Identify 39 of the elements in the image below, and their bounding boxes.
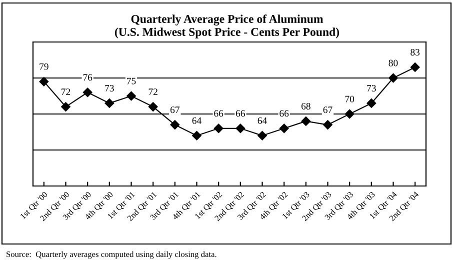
data-label: 68 xyxy=(301,102,310,110)
point xyxy=(170,120,180,130)
data-label: 67 xyxy=(170,106,180,114)
data-label: 83 xyxy=(410,48,420,56)
chart-title: Quarterly Average Price of Aluminum xyxy=(131,14,324,26)
point xyxy=(344,109,354,119)
data-label: 75 xyxy=(127,78,136,84)
point xyxy=(301,116,311,126)
point xyxy=(388,73,398,83)
data-label: 72 xyxy=(148,88,158,96)
data-label: 70 xyxy=(345,96,354,102)
data-label: 73 xyxy=(105,84,114,92)
data-label: 66 xyxy=(214,110,224,117)
point xyxy=(104,98,114,108)
data-label: 76 xyxy=(83,74,92,81)
point xyxy=(82,88,92,98)
point xyxy=(258,130,267,140)
point xyxy=(236,124,246,134)
point xyxy=(192,130,202,140)
data-label: 66 xyxy=(280,110,289,117)
point xyxy=(323,120,332,130)
point xyxy=(39,76,49,86)
data-label: 73 xyxy=(367,84,376,92)
source-note: Source: Quarterly averages computed using daily closing data. xyxy=(6,251,216,259)
data-label: 64 xyxy=(192,117,202,124)
data-label: 79 xyxy=(40,63,48,70)
data-label: 67 xyxy=(323,106,332,114)
point xyxy=(148,102,158,112)
point xyxy=(366,98,376,108)
data-label: 80 xyxy=(388,60,398,66)
data-label: 64 xyxy=(258,117,267,124)
chart-subtitle: (U.S. Midwest Spot Price - Cents Per Pound) xyxy=(114,28,340,38)
point xyxy=(279,124,289,134)
point xyxy=(61,102,70,112)
point xyxy=(126,91,136,101)
data-label: 72 xyxy=(62,88,70,96)
data-label: 66 xyxy=(236,110,245,117)
point xyxy=(214,124,224,134)
point xyxy=(410,62,420,72)
